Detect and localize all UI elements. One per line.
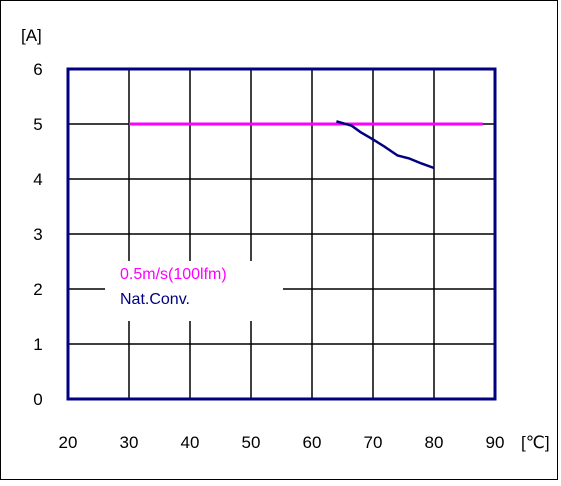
series-line-natural-convection [336, 120, 435, 170]
y-tick-label: 0 [33, 390, 42, 409]
y-tick-label: 2 [33, 280, 42, 299]
x-tick-label: 40 [181, 433, 200, 452]
y-tick-label: 3 [33, 225, 42, 244]
x-tick-label: 90 [486, 433, 505, 452]
legend-layer: 0.5m/s(100lfm) Nat.Conv. [105, 261, 283, 321]
x-tick-label: 60 [303, 433, 322, 452]
y-tick-label: 4 [33, 170, 42, 189]
legend-entry: Nat.Conv. [120, 291, 190, 308]
x-tick-label: 30 [120, 433, 139, 452]
x-tick-label: 50 [242, 433, 261, 452]
y-tick-label: 1 [33, 335, 42, 354]
y-unit-label: [A] [21, 26, 42, 45]
x-tick-label: 70 [364, 433, 383, 452]
x-tick-label: 80 [425, 433, 444, 452]
y-tick-label: 6 [33, 60, 42, 79]
series-layer [129, 120, 483, 170]
y-tick-label: 5 [33, 115, 42, 134]
legend-entry: 0.5m/s(100lfm) [120, 266, 227, 283]
ticks-layer: 20 30 40 50 60 70 80 90 0 1 2 3 4 5 6 [33, 60, 504, 452]
x-unit-label: [℃] [521, 433, 550, 452]
x-tick-label: 20 [59, 433, 78, 452]
legend-box [105, 261, 283, 321]
plot-border [66, 67, 497, 401]
grid-layer [68, 69, 495, 399]
